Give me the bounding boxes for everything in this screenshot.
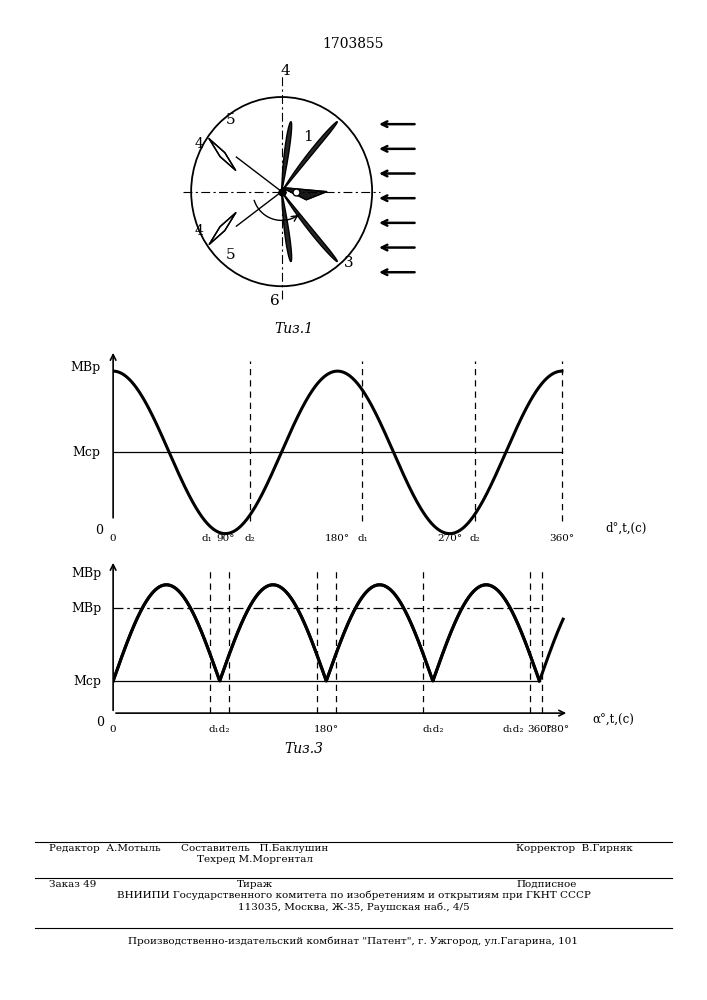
Text: Мср: Мср <box>73 446 100 459</box>
Text: 360°: 360° <box>527 725 552 734</box>
Text: Составитель   П.Баклушин: Составитель П.Баклушин <box>181 844 328 853</box>
Text: МВр: МВр <box>71 361 100 374</box>
Text: Τиз.1: Τиз.1 <box>274 322 313 336</box>
Text: 90°: 90° <box>216 534 235 543</box>
Text: Заказ 49: Заказ 49 <box>49 880 97 889</box>
Text: d₁d₂: d₁d₂ <box>209 725 230 734</box>
Text: 180°: 180° <box>325 534 350 543</box>
Text: 3: 3 <box>344 256 354 270</box>
Polygon shape <box>209 213 235 244</box>
Text: 4: 4 <box>281 64 291 78</box>
Text: 5: 5 <box>226 113 235 127</box>
Text: d₁: d₁ <box>357 534 368 543</box>
Text: 180°: 180° <box>544 725 570 734</box>
Text: Τиз.3: Τиз.3 <box>284 742 324 756</box>
Text: 0: 0 <box>110 725 117 734</box>
Text: d₂: d₂ <box>469 534 480 543</box>
Text: 270°: 270° <box>437 534 462 543</box>
Text: 0: 0 <box>95 524 103 537</box>
Text: Техред М.Моргентал: Техред М.Моргентал <box>197 855 312 864</box>
Text: d°,t,(c): d°,t,(c) <box>605 522 647 535</box>
Text: МВр: МВр <box>71 602 101 615</box>
Text: Мср: Мср <box>74 675 101 688</box>
Text: Производственно-издательский комбинат "Патент", г. Ужгород, ул.Гагарина, 101: Производственно-издательский комбинат "П… <box>129 936 578 946</box>
Text: 1703855: 1703855 <box>323 37 384 51</box>
Text: 4: 4 <box>195 137 204 151</box>
Text: Тираж: Тираж <box>236 880 273 889</box>
Text: d₁: d₁ <box>201 534 212 543</box>
Text: Подписное: Подписное <box>516 880 576 889</box>
Text: Корректор  В.Гирняк: Корректор В.Гирняк <box>516 844 633 853</box>
Text: α°,t,(c): α°,t,(c) <box>592 714 635 727</box>
Polygon shape <box>209 139 235 170</box>
Text: 113035, Москва, Ж-35, Раушская наб., 4/5: 113035, Москва, Ж-35, Раушская наб., 4/5 <box>238 902 469 912</box>
Text: 5: 5 <box>226 248 235 262</box>
Text: 1: 1 <box>303 130 312 144</box>
Text: ВНИИПИ Государственного комитета по изобретениям и открытиям при ГКНТ СССР: ВНИИПИ Государственного комитета по изоб… <box>117 891 590 900</box>
Text: d₁d₂: d₁d₂ <box>422 725 443 734</box>
Text: 0: 0 <box>95 716 104 729</box>
Polygon shape <box>281 122 337 192</box>
Text: 360°: 360° <box>549 534 575 543</box>
Text: 180°: 180° <box>314 725 339 734</box>
Text: 4: 4 <box>195 224 204 238</box>
Polygon shape <box>281 187 327 200</box>
Text: d₂: d₂ <box>245 534 256 543</box>
Text: 0: 0 <box>110 534 117 543</box>
Text: 6: 6 <box>270 294 280 308</box>
Text: Редактор  А.Мотыль: Редактор А.Мотыль <box>49 844 161 853</box>
Polygon shape <box>281 192 337 262</box>
Text: МВр: МВр <box>71 567 101 580</box>
Text: d₁d₂: d₁d₂ <box>503 725 524 734</box>
